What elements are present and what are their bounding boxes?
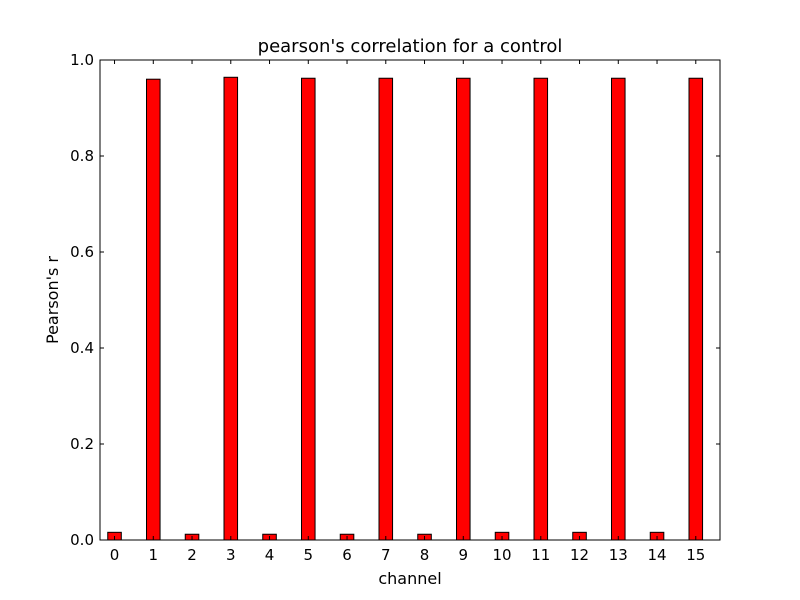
plot-area-frame [99, 59, 721, 541]
bar-channel-5 [301, 77, 316, 541]
x-tick-label: 4 [265, 546, 275, 564]
bar-channel-11 [533, 77, 549, 541]
ticks-group: 0 1 2 3 4 5 6 7 8 9 10 11 12 13 14 150.00.20.40.60.81.0 [70, 51, 720, 564]
x-tick-label: 6 [342, 546, 352, 564]
bar-channel-1 [146, 78, 161, 541]
bar-channel-3 [223, 76, 239, 541]
bar-channel-15 [688, 77, 704, 541]
bar-channel-13 [611, 77, 626, 541]
y-tick-label: 0.0 [70, 531, 94, 549]
bar-channel-9 [456, 77, 471, 541]
x-tick-label: 15 [686, 546, 705, 564]
x-tick-label: 0 [110, 546, 120, 564]
y-tick-label: 0.8 [70, 147, 94, 165]
x-tick-label: 14 [647, 546, 666, 564]
x-tick-label: 12 [570, 546, 589, 564]
x-axis-label: channel [378, 569, 441, 588]
x-tick-label: 3 [226, 546, 236, 564]
x-tick-label: 8 [420, 546, 430, 564]
y-axis-label: Pearson's r [43, 256, 62, 344]
y-tick-label: 1.0 [70, 51, 94, 69]
bar-channel-7 [378, 77, 394, 541]
x-tick-label: 1 [149, 546, 159, 564]
y-tick-label: 0.2 [70, 435, 94, 453]
x-tick-label: 13 [609, 546, 628, 564]
bars-group [107, 76, 704, 541]
x-tick-label: 11 [531, 546, 550, 564]
x-tick-label: 10 [492, 546, 511, 564]
x-tick-label: 9 [459, 546, 469, 564]
chart-title: pearson's correlation for a control [258, 36, 563, 57]
y-tick-label: 0.4 [70, 339, 94, 357]
x-tick-label: 5 [304, 546, 314, 564]
y-tick-label: 0.6 [70, 243, 94, 261]
x-tick-label: 7 [381, 546, 391, 564]
x-tick-label: 2 [187, 546, 197, 564]
